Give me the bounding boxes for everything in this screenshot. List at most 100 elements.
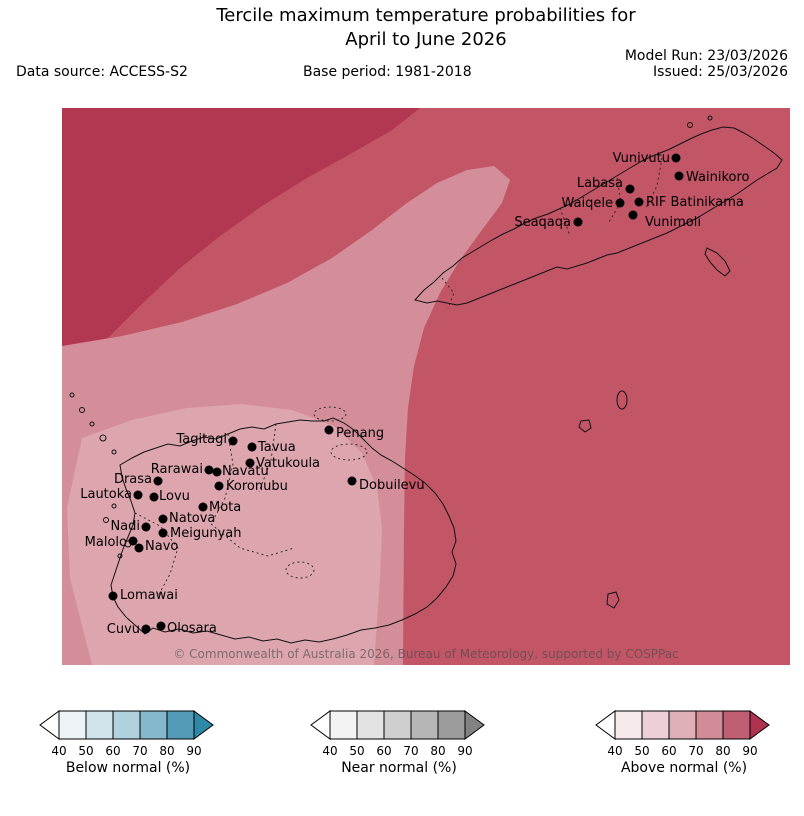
yasawa-island-1 xyxy=(69,392,75,398)
yasawa-island-5 xyxy=(111,449,117,455)
legend-tick: 60 xyxy=(105,744,120,758)
legend-segment xyxy=(112,710,141,740)
legend-segment xyxy=(641,710,670,740)
legend-over-arrow xyxy=(464,710,485,740)
station-dot-natova xyxy=(158,514,168,524)
station-dot-wainikoro xyxy=(674,171,684,181)
gau-island xyxy=(578,419,592,433)
probability-map: Vunivutu Wainikoro Labasa Waiqele RIF Batini… xyxy=(62,108,790,665)
station-dot-seaqaqa xyxy=(573,217,583,227)
reef-dotted xyxy=(285,561,315,579)
boundary-dotted xyxy=(210,433,234,525)
station-dot-rif-batinikama xyxy=(634,197,644,207)
issued-label: Issued: 25/03/2026 xyxy=(653,64,788,80)
legend-under-arrow xyxy=(310,710,331,740)
legend-tick: 70 xyxy=(688,744,703,758)
legend-tick: 70 xyxy=(132,744,147,758)
kadavu-island xyxy=(606,591,620,609)
legend-near-normal-bar: 40 50 60 70 80 90 xyxy=(310,710,485,758)
station-dot-rarawai xyxy=(204,465,214,475)
boundary-dotted xyxy=(441,277,455,309)
station-label-vatukoula: Vatukoula xyxy=(256,456,320,471)
mamanuca-island-2 xyxy=(103,517,109,523)
legend-segment xyxy=(58,710,87,740)
station-dot-meigunyah xyxy=(158,528,168,538)
data-source-label: Data source: ACCESS-S2 xyxy=(16,64,188,80)
station-label-natova: Natova xyxy=(169,511,215,526)
station-label-lomawai: Lomawai xyxy=(120,588,178,603)
station-label-lautoka: Lautoka xyxy=(80,487,132,502)
station-dot-lovu xyxy=(149,492,159,502)
legend-below-normal-title: Below normal (%) xyxy=(65,760,191,776)
legend-segment xyxy=(85,710,114,740)
station-dot-mota xyxy=(198,502,208,512)
model-run-label: Model Run: 23/03/2026 xyxy=(624,48,788,64)
station-label-dobuilevu: Dobuilevu xyxy=(359,478,425,493)
station-label-meigunyah: Meigunyah xyxy=(170,526,241,541)
station-dot-lomawai xyxy=(108,591,118,601)
station-label-seaqaqa: Seaqaqa xyxy=(514,215,571,230)
legend-near-normal-title: Near normal (%) xyxy=(341,760,457,776)
mamanuca-island-3 xyxy=(117,553,123,559)
region-60-70 xyxy=(67,404,382,665)
legend-over-arrow xyxy=(749,710,770,740)
legend-segment xyxy=(329,710,358,740)
station-label-vunimoli: Vunimoli xyxy=(645,215,701,230)
taveuni-coastline xyxy=(704,247,731,277)
legend-segment xyxy=(695,710,724,740)
station-label-labasa: Labasa xyxy=(577,176,623,191)
mamanuca-island-1 xyxy=(111,503,117,509)
station-label-vunivutu: Vunivutu xyxy=(613,151,670,166)
yasawa-island-3 xyxy=(89,421,95,427)
station-label-koronubu: Koronubu xyxy=(226,479,288,494)
station-dot-vatukoula xyxy=(245,458,255,468)
reef-dotted xyxy=(330,443,368,461)
legend-above-normal-title: Above normal (%) xyxy=(620,760,748,776)
legend-segment xyxy=(166,710,195,740)
region-gt90 xyxy=(62,108,420,376)
legend-segment xyxy=(410,710,439,740)
coastlines xyxy=(69,115,783,644)
legend-tick: 80 xyxy=(430,744,445,758)
station-label-waiqele: Waiqele xyxy=(562,196,613,211)
station-dot-vunimoli xyxy=(628,210,638,220)
boundary-dotted xyxy=(210,523,295,557)
station-label-navatu: Navatu xyxy=(222,464,269,479)
map-panel: Vunivutu Wainikoro Labasa Waiqele RIF Batini… xyxy=(62,108,790,665)
map-copyright: © Commonwealth of Australia 2026, Bureau… xyxy=(173,647,679,661)
boundary-dotted xyxy=(134,512,179,597)
legend-over-arrow xyxy=(193,710,214,740)
station-dot-malolo xyxy=(128,536,138,546)
cikobia-island xyxy=(687,122,693,128)
boundary-dotted xyxy=(258,423,277,493)
legend-below-normal: 40 50 60 70 80 90 Below normal (%) xyxy=(28,710,228,776)
legend-tick: 50 xyxy=(634,744,649,758)
legend-above-normal: 40 50 60 70 80 90 Above normal (%) xyxy=(584,710,784,776)
station-dot-koronubu xyxy=(214,481,224,491)
yasawa-island-4 xyxy=(99,434,107,442)
station-label-wainikoro: Wainikoro xyxy=(686,170,750,185)
station-dot-navo xyxy=(134,543,144,553)
yasawa-island-2 xyxy=(79,407,85,413)
station-label-rarawai: Rarawai xyxy=(151,462,203,477)
legend-segment xyxy=(383,710,412,740)
legend-tick: 60 xyxy=(376,744,391,758)
legend-segment xyxy=(356,710,385,740)
station-dot-cuvu xyxy=(141,624,151,634)
station-dot-nadi xyxy=(141,522,151,532)
legend-under-arrow xyxy=(39,710,60,740)
station-dot-labasa xyxy=(625,184,635,194)
legend-tick: 40 xyxy=(607,744,622,758)
legend-tick: 80 xyxy=(159,744,174,758)
station-label-tavua: Tavua xyxy=(257,440,296,455)
legend-tick: 50 xyxy=(78,744,93,758)
page-title-line1: Tercile maximum temperature probabilitie… xyxy=(216,5,636,26)
station-label-cuvu: Cuvu xyxy=(107,622,140,637)
station-dot-lautoka xyxy=(133,490,143,500)
legend-segment xyxy=(722,710,751,740)
district-boundaries xyxy=(134,157,663,597)
legend-below-normal-bar: 40 50 60 70 80 90 xyxy=(39,710,214,758)
station-label-lovu: Lovu xyxy=(159,489,190,504)
legend-tick: 90 xyxy=(186,744,201,758)
station-dot-waiqele xyxy=(615,198,625,208)
